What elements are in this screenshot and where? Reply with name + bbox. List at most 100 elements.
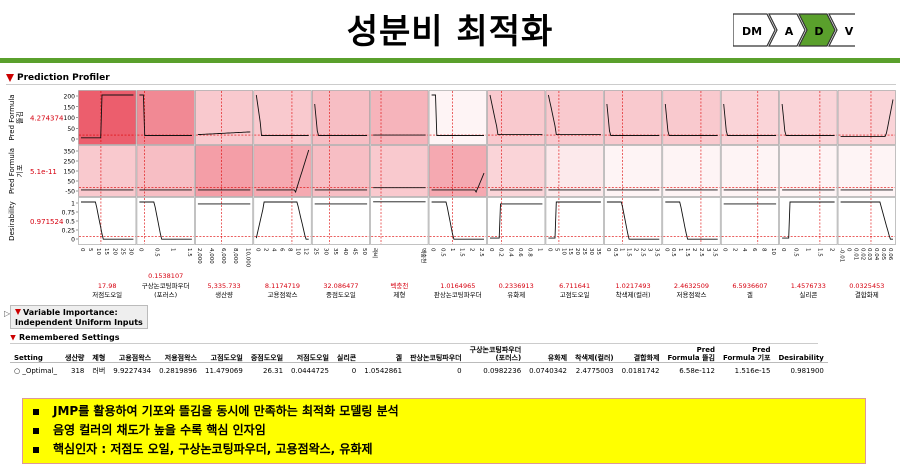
profiler-cell[interactable]: [720, 145, 779, 197]
x-tick-label: 40: [342, 248, 348, 255]
disclosure-triangle-icon[interactable]: [10, 334, 16, 341]
table-header: 판상논코팅파우더: [406, 346, 466, 363]
profiler-cell[interactable]: [311, 90, 370, 145]
profile-trace: [547, 94, 601, 136]
profiler-cell[interactable]: [604, 90, 663, 145]
disclosure-triangle-icon[interactable]: [15, 309, 21, 315]
svg-text:0.02: 0.02: [859, 248, 865, 260]
profiler-cell[interactable]: [720, 197, 779, 245]
disclosure-triangle-icon[interactable]: [6, 74, 14, 82]
factor-current-value[interactable]: 0.1538107: [148, 272, 183, 280]
svg-text:15: 15: [567, 248, 573, 255]
table-cell: 11.479069: [204, 367, 243, 375]
table-cell: 1.516e-15: [734, 367, 771, 375]
profiler-cell[interactable]: [428, 90, 487, 145]
profiler-cell[interactable]: [428, 145, 487, 197]
x-tick-label: 0.5: [612, 248, 618, 257]
variable-importance-box[interactable]: Variable Importance: Independent Uniform…: [10, 305, 148, 329]
profiler-cell[interactable]: [545, 145, 604, 197]
profiler-cell[interactable]: [662, 197, 721, 245]
svg-text:1: 1: [677, 248, 683, 252]
profiler-cell[interactable]: [253, 145, 312, 197]
profiler-cell[interactable]: [136, 90, 195, 145]
profiler-cell[interactable]: [779, 197, 838, 245]
radio-button[interactable]: ○: [14, 367, 23, 375]
factor-current-value[interactable]: 벡충천: [390, 281, 408, 290]
factor-current-value[interactable]: 6.711641: [559, 282, 590, 290]
prediction-profiler-grid[interactable]: [78, 90, 896, 245]
x-tick-label: 2: [731, 248, 737, 252]
remembered-settings-label: Remembered Settings: [19, 333, 120, 342]
svg-text:20: 20: [574, 248, 580, 255]
x-tick-label: 10: [95, 248, 101, 255]
x-tick-label: 1: [449, 248, 455, 252]
factor-current-value[interactable]: 8.1174719: [265, 282, 300, 290]
profiler-cell[interactable]: [136, 145, 195, 197]
profiler-cell[interactable]: [195, 197, 254, 245]
svg-text:0: 0: [546, 248, 552, 252]
factor-name: 생산량: [215, 290, 233, 299]
profiler-cell[interactable]: [837, 145, 896, 197]
dmadv-step-d: [798, 13, 836, 47]
profiler-cell[interactable]: [487, 145, 546, 197]
table-cell: 26.31: [263, 367, 284, 375]
profiler-cell[interactable]: [78, 145, 137, 197]
factor-current-value[interactable]: 6.5936607: [732, 282, 767, 290]
profiler-cell[interactable]: [370, 90, 429, 145]
profiler-cell[interactable]: [662, 145, 721, 197]
profiler-cell[interactable]: [837, 197, 896, 245]
profiler-cell[interactable]: [370, 197, 429, 245]
profile-trace: [606, 103, 660, 136]
profiler-cell[interactable]: [487, 197, 546, 245]
remembered-settings-header[interactable]: Remembered Settings: [10, 332, 818, 344]
svg-text:뜰김: 뜰김: [16, 111, 24, 124]
profiler-cell[interactable]: [662, 90, 721, 145]
profiler-cell[interactable]: [779, 145, 838, 197]
x-tick-label: 15: [103, 248, 109, 255]
row-label: Desirability: [8, 201, 16, 241]
x-tick-label: 1: [804, 248, 810, 252]
profiler-cell[interactable]: [370, 145, 429, 197]
table-cell: 0.0740342: [529, 367, 568, 375]
svg-text:0.5: 0.5: [612, 248, 618, 257]
factor-current-value[interactable]: 1.0164965: [440, 282, 475, 290]
factor-current-value[interactable]: 0.0325453: [849, 282, 884, 290]
profiler-cell[interactable]: [311, 145, 370, 197]
profiler-cell[interactable]: [545, 197, 604, 245]
profiler-cell[interactable]: [720, 90, 779, 145]
profiler-cell[interactable]: [428, 197, 487, 245]
profiler-cell[interactable]: [604, 145, 663, 197]
factor-current-value[interactable]: 5,335.733: [208, 282, 241, 290]
profiler-cell[interactable]: [195, 145, 254, 197]
profiler-cell[interactable]: [779, 90, 838, 145]
profiler-cell[interactable]: [545, 90, 604, 145]
profiler-cell[interactable]: [78, 197, 137, 245]
factor-name: 유화제: [507, 291, 525, 299]
table-cell: 0.0982236: [483, 367, 522, 375]
x-tick-label: 45: [351, 248, 357, 255]
x-tick-label: 0.5: [154, 248, 160, 257]
factor-current-value[interactable]: 0.2336913: [499, 282, 534, 290]
prediction-profiler-header[interactable]: Prediction Profiler: [6, 73, 110, 83]
factor-current-value[interactable]: 1.0217493: [615, 282, 650, 290]
factor-current-value[interactable]: 17.98: [98, 282, 117, 290]
profiler-cell[interactable]: [195, 90, 254, 145]
collapsed-triangle-icon[interactable]: ▷: [4, 309, 11, 318]
svg-text:30: 30: [322, 248, 328, 255]
profiler-cell[interactable]: [253, 90, 312, 145]
x-tick-label: 벡충천: [420, 248, 428, 263]
x-tick-label: 1.5: [626, 248, 632, 257]
profiler-cell[interactable]: [78, 90, 137, 145]
factor-current-value[interactable]: 1.4576733: [791, 282, 826, 290]
profiler-cell[interactable]: [604, 197, 663, 245]
profiler-cell[interactable]: [311, 197, 370, 245]
svg-text:35: 35: [332, 248, 338, 255]
factor-current-value[interactable]: 2.4632509: [674, 282, 709, 290]
factor-name: 결합화제: [855, 290, 879, 299]
factor-current-value[interactable]: 32.086477: [323, 282, 358, 290]
setting-name[interactable]: ○ _Optimal_: [14, 367, 58, 375]
profiler-cell[interactable]: [487, 90, 546, 145]
profiler-cell[interactable]: [253, 197, 312, 245]
profiler-cell[interactable]: [136, 197, 195, 245]
